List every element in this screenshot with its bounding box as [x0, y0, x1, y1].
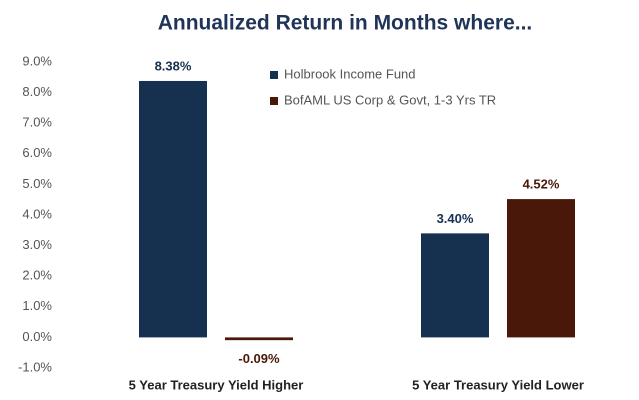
value-label: 8.38% — [155, 58, 192, 73]
value-label: 3.40% — [437, 211, 474, 226]
y-tick-label: 7.0% — [22, 115, 52, 130]
legend-label: BofAML US Corp & Govt, 1-3 Yrs TR — [284, 92, 496, 107]
y-tick-label: 6.0% — [22, 145, 52, 160]
bar — [507, 199, 575, 338]
legend-swatch — [270, 71, 278, 79]
legend-label: Holbrook Income Fund — [284, 66, 416, 81]
y-tick-label: 8.0% — [22, 84, 52, 99]
y-tick-label: 1.0% — [22, 298, 52, 313]
y-tick-label: 3.0% — [22, 237, 52, 252]
bar — [225, 337, 293, 341]
y-tick-label: -1.0% — [18, 359, 52, 374]
y-tick-label: 2.0% — [22, 268, 52, 283]
y-tick-label: 0.0% — [22, 329, 52, 344]
bar — [421, 233, 489, 338]
y-tick-label: 5.0% — [22, 176, 52, 191]
chart-title: Annualized Return in Months where... — [158, 12, 533, 35]
legend-swatch — [270, 97, 278, 105]
y-tick-label: 4.0% — [22, 206, 52, 221]
value-label: 4.52% — [523, 177, 560, 192]
value-label: -0.09% — [238, 351, 280, 366]
x-tick-label: 5 Year Treasury Yield Lower — [412, 377, 584, 392]
x-tick-label: 5 Year Treasury Yield Higher — [129, 377, 304, 392]
bar — [139, 80, 207, 338]
y-tick-label: 9.0% — [22, 53, 52, 68]
